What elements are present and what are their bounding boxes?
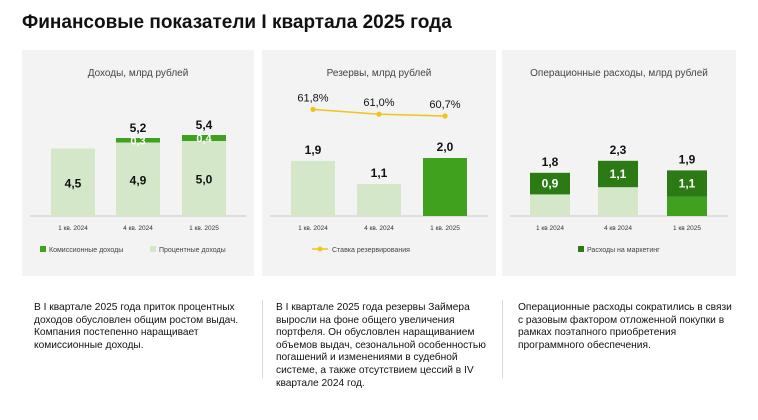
total-label: 5,4: [196, 118, 213, 132]
bar-value-label: 0,9: [542, 177, 559, 191]
legend-label: Расходы на маркетинг: [587, 247, 660, 254]
bar-interest-income: [116, 142, 160, 216]
legend-label: Комиссионные доходы: [49, 247, 123, 254]
x-tick-label: 1 кв. 2024: [298, 225, 328, 232]
opex-description: Операционные расходы сократились в связи…: [518, 302, 732, 351]
reserves-chart-panel: Резервы, млрд рублей 1,9 1 кв. 2024 1,1 4 кв…: [262, 50, 496, 276]
bar-value-label: 1,1: [610, 167, 627, 181]
total-label: 1,8: [542, 155, 559, 169]
bar-other-expenses: [667, 196, 707, 216]
bar-value-label: 0,4: [196, 133, 212, 145]
total-label: 2,3: [610, 143, 627, 157]
bar-reserves: [357, 184, 401, 216]
legend-swatch-point: [317, 246, 323, 252]
bar-marketing-expenses: [598, 160, 638, 188]
bar-value-label: 5,0: [196, 173, 213, 187]
bar-value-label: 2,0: [437, 140, 454, 154]
divider: [502, 300, 503, 378]
bar-interest-income: [182, 141, 226, 216]
bar-commission-income: [182, 135, 226, 141]
bar-value-label: 1,1: [679, 177, 696, 191]
x-tick-label: 4 кв. 2024: [364, 225, 394, 232]
bar-marketing-expenses: [667, 170, 707, 197]
bar-reserves: [291, 160, 335, 216]
bar-value-label: 1,9: [305, 143, 322, 157]
divider: [262, 300, 263, 378]
x-tick-label: 1 кв. 2025: [430, 225, 460, 232]
reserves-chart: Резервы, млрд рублей 1,9 1 кв. 2024 1,1 4 кв…: [270, 67, 488, 254]
legend-swatch: [150, 246, 156, 252]
bar-other-expenses: [530, 194, 570, 216]
x-tick-label: 4 кв 2024: [604, 225, 632, 232]
chart-title: Операционные расходы, млрд рублей: [530, 67, 708, 79]
chart-title: Доходы, млрд рублей: [88, 67, 189, 79]
rate-point: [376, 111, 382, 117]
total-label: 1,9: [679, 152, 696, 166]
legend-label: Ставка резервирования: [332, 247, 410, 254]
bar-value-label: 4,5: [65, 176, 82, 190]
bar-commission-income: [116, 138, 160, 143]
legend-label: Процентные доходы: [159, 247, 226, 254]
chart-title: Резервы, млрд рублей: [327, 67, 432, 79]
x-tick-label: 1 кв. 2024: [58, 225, 88, 232]
reserves-description: В I квартале 2025 года резервы Займера в…: [276, 302, 486, 389]
rate-label: 61,0%: [363, 97, 394, 109]
bar-interest-income: [51, 148, 95, 216]
opex-chart: Операционные расходы, млрд рублей 0,9 1,8 1…: [510, 67, 728, 254]
legend-swatch: [40, 246, 46, 252]
page-title: Финансовые показатели I квартала 2025 го…: [22, 12, 452, 33]
income-chart-panel: Доходы, млрд рублей 4,5 1 кв. 2024 4,9 0,3 5,…: [22, 50, 254, 276]
bar-reserves: [423, 158, 467, 216]
rate-label: 61,8%: [297, 92, 328, 104]
bar-value-label: 0,3: [130, 135, 145, 147]
opex-chart-panel: Операционные расходы, млрд рублей 0,9 1,8 1…: [502, 50, 736, 276]
bar-other-expenses: [598, 187, 638, 216]
x-tick-label: 4 кв. 2024: [123, 225, 153, 232]
rate-point: [442, 113, 448, 119]
legend-swatch: [578, 246, 584, 252]
total-label: 5,2: [130, 121, 147, 135]
bar-value-label: 1,1: [371, 166, 388, 180]
rate-point: [310, 106, 316, 112]
bar-marketing-expenses: [530, 172, 570, 195]
income-description: В I квартале 2025 года приток процентных…: [34, 302, 239, 351]
x-tick-label: 1 кв 2024: [536, 225, 564, 232]
x-tick-label: 1 кв 2025: [673, 225, 701, 232]
rate-label: 60,7%: [429, 99, 460, 111]
x-tick-label: 1 кв. 2025: [189, 225, 219, 232]
bar-value-label: 4,9: [130, 173, 147, 187]
